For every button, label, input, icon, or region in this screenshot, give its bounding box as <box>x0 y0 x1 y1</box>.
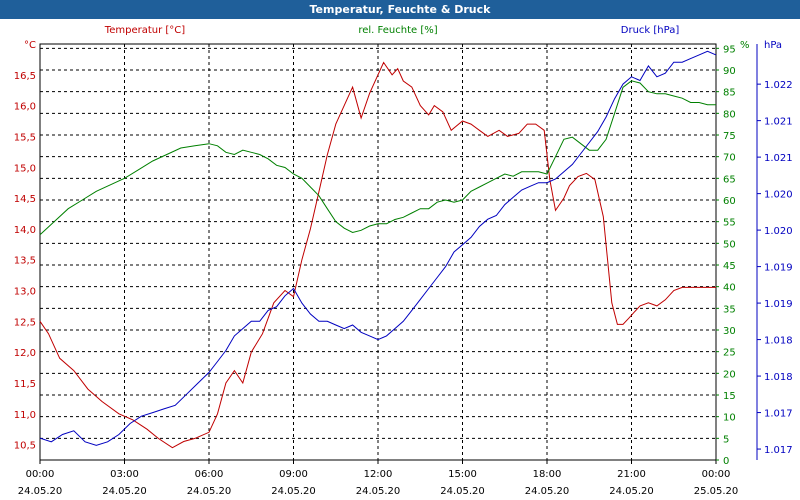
humidity-tick-label: 0 <box>723 456 729 467</box>
temperature-tick-label: 13,0 <box>14 287 36 298</box>
humidity-tick-label: 15 <box>723 391 736 402</box>
temperature-unit: °C <box>24 40 36 51</box>
humidity-tick-label: 10 <box>723 413 736 424</box>
temperature-tick-label: 11,0 <box>14 410 36 421</box>
x-tick-time: 00:00 <box>702 469 731 480</box>
x-tick-time: 15:00 <box>448 469 477 480</box>
pressure-tick-label: 1.020 <box>764 226 793 237</box>
humidity-tick-label: 95 <box>723 44 736 55</box>
humidity-tick-label: 75 <box>723 131 736 142</box>
x-tick-date: 24.05.20 <box>102 486 147 497</box>
pressure-tick-label: 1.021 <box>764 153 793 164</box>
x-tick-time: 18:00 <box>533 469 562 480</box>
temperature-tick-label: 12,0 <box>14 348 36 359</box>
x-tick-date: 24.05.20 <box>440 486 485 497</box>
x-tick-time: 03:00 <box>110 469 139 480</box>
humidity-tick-label: 20 <box>723 369 736 380</box>
humidity-tick-label: 55 <box>723 218 736 229</box>
x-tick-time: 00:00 <box>26 469 55 480</box>
pressure-tick-label: 1.021 <box>764 117 793 128</box>
humidity-tick-label: 65 <box>723 174 736 185</box>
series <box>39 50 717 449</box>
humidity-tick-label: 30 <box>723 326 736 337</box>
humidity-tick-label: 45 <box>723 261 736 272</box>
temperature-tick-label: 14,0 <box>14 225 36 236</box>
axes <box>39 43 761 464</box>
pressure-series-label: Druck [hPa] <box>621 25 680 36</box>
humidity-tick-label: 60 <box>723 196 736 207</box>
temperature-tick-label: 14,5 <box>14 194 36 205</box>
tick-labels: 00:00 24.05.20 03:00 24.05.20 06:00 24.05.20 0… <box>14 25 793 497</box>
humidity-tick-label: 35 <box>723 304 736 315</box>
x-tick-date: 24.05.20 <box>187 486 232 497</box>
x-tick-time: 06:00 <box>195 469 224 480</box>
humidity-tick-label: 40 <box>723 283 736 294</box>
pressure-unit: hPa <box>764 40 782 51</box>
humidity-tick-label: 50 <box>723 239 736 250</box>
temperature-tick-label: 13,5 <box>14 256 36 267</box>
pressure-tick-label: 1.019 <box>764 299 793 310</box>
temperature-tick-label: 15,0 <box>14 163 36 174</box>
humidity-tick-label: 70 <box>723 153 736 164</box>
humidity-tick-label: 90 <box>723 66 736 77</box>
pressure-tick-label: 1.018 <box>764 336 793 347</box>
temperature-tick-label: 12,5 <box>14 317 36 328</box>
humidity-tick-label: 85 <box>723 88 736 99</box>
x-tick-time: 12:00 <box>364 469 393 480</box>
x-tick-date: 24.05.20 <box>609 486 654 497</box>
temperature-tick-label: 11,5 <box>14 379 36 390</box>
pressure-tick-label: 1.020 <box>764 190 793 201</box>
x-tick-date: 24.05.20 <box>271 486 316 497</box>
temperature-tick-label: 15,5 <box>14 132 36 143</box>
temperature-tick-label: 16,5 <box>14 71 36 82</box>
chart-title: Temperatur, Feuchte & Druck <box>0 0 800 19</box>
x-tick-date: 25.05.20 <box>694 486 739 497</box>
x-tick-time: 21:00 <box>617 469 646 480</box>
humidity-tick-label: 25 <box>723 348 736 359</box>
temperature-tick-label: 16,0 <box>14 102 36 113</box>
pressure-tick-label: 1.019 <box>764 263 793 274</box>
pressure-series-line <box>39 50 717 446</box>
x-tick-date: 24.05.20 <box>356 486 401 497</box>
pressure-tick-label: 1.022 <box>764 80 793 91</box>
humidity-series-label: rel. Feuchte [%] <box>358 25 437 36</box>
x-tick-date: 24.05.20 <box>18 486 63 497</box>
pressure-tick-label: 1.018 <box>764 372 793 383</box>
humidity-tick-label: 5 <box>723 434 729 445</box>
humidity-unit: % <box>740 40 750 51</box>
pressure-tick-label: 1.017 <box>764 445 793 456</box>
humidity-tick-label: 80 <box>723 109 736 120</box>
x-tick-date: 24.05.20 <box>525 486 570 497</box>
grid <box>40 44 716 460</box>
x-tick-time: 09:00 <box>279 469 308 480</box>
temperature-tick-label: 10,5 <box>14 441 36 452</box>
humidity-series-line <box>39 80 716 236</box>
pressure-tick-label: 1.017 <box>764 409 793 420</box>
temperature-series-label: Temperatur [°C] <box>104 25 185 36</box>
temperature-series-line <box>39 61 716 449</box>
